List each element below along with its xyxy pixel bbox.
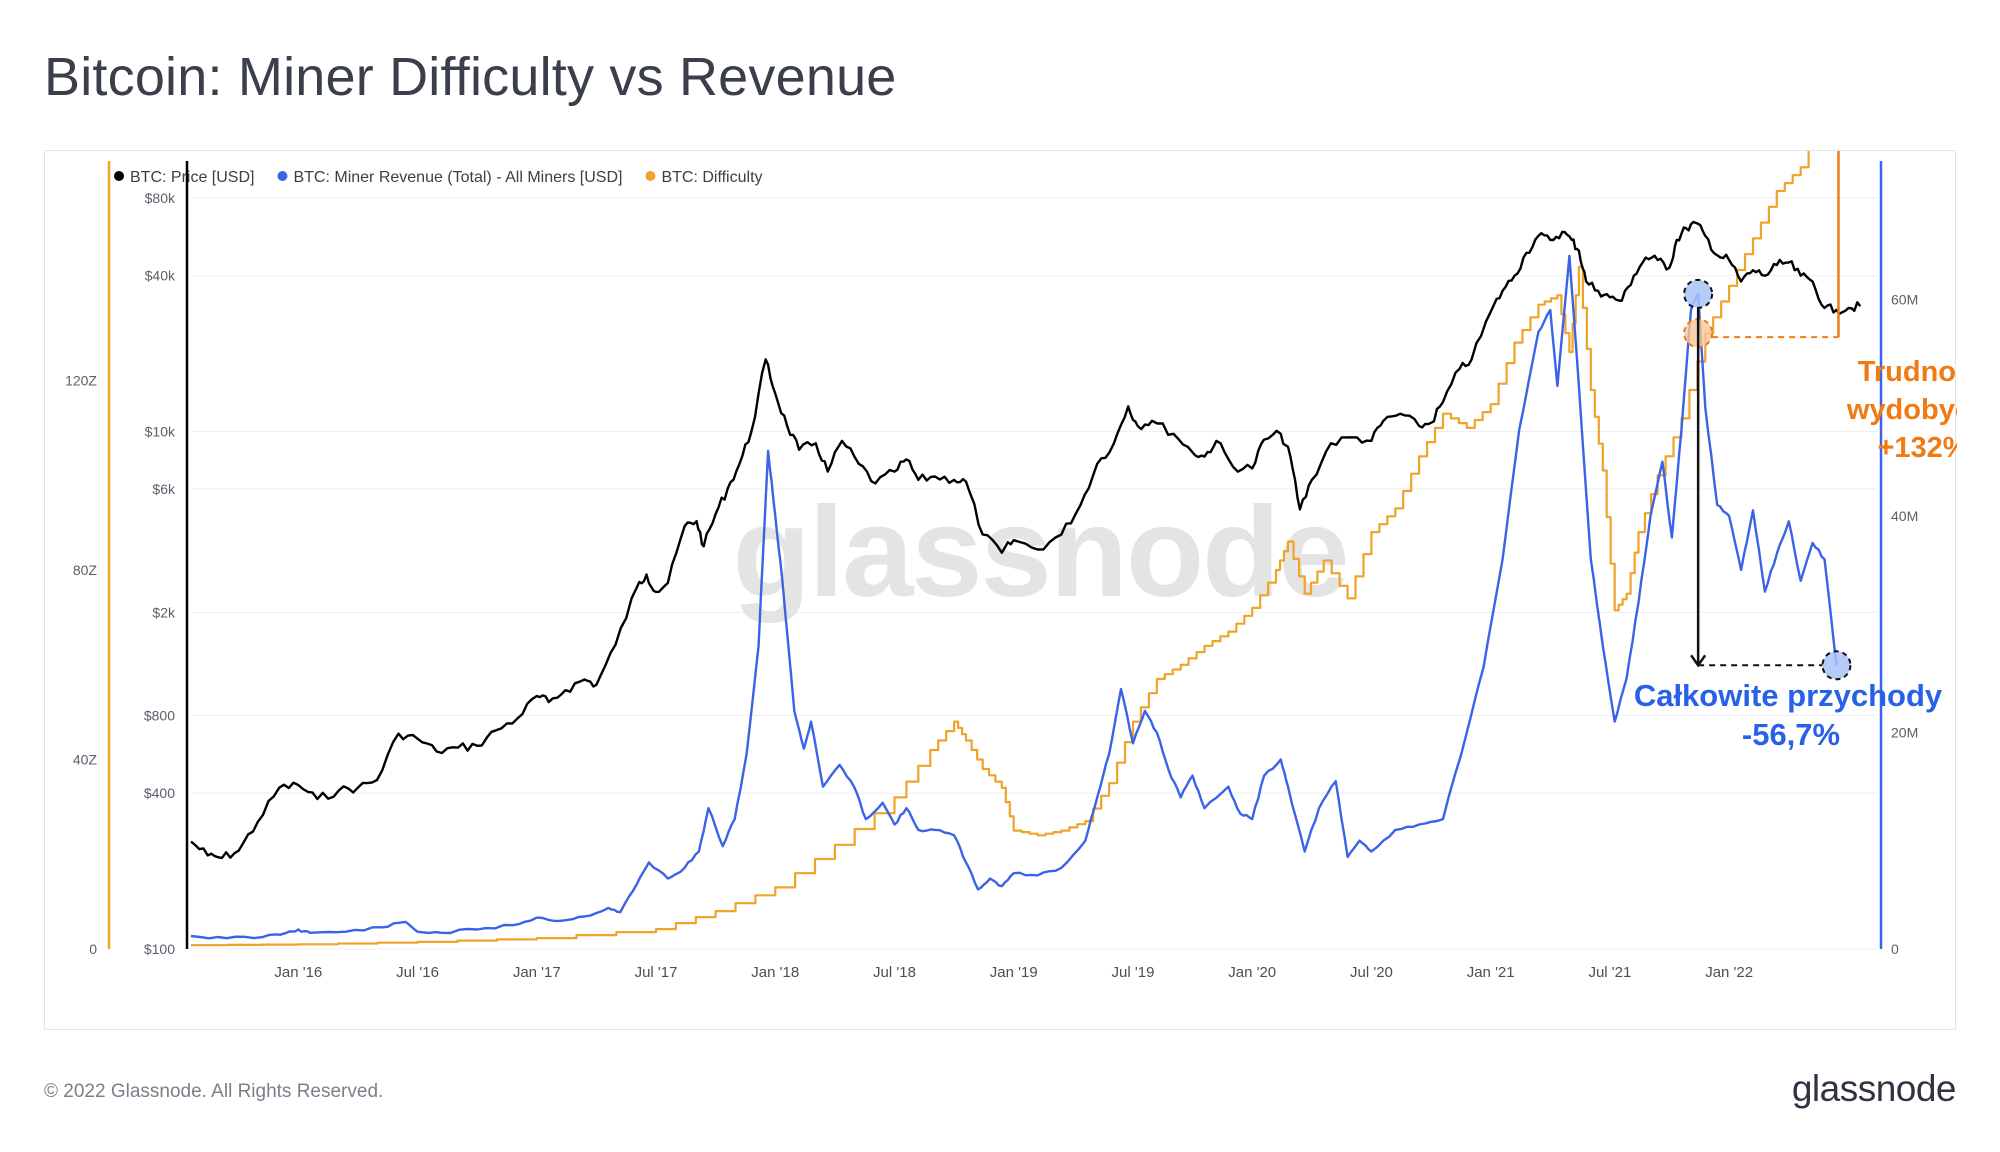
price-tick-5: $10k <box>145 423 176 439</box>
revenue-end-marker <box>1821 650 1852 681</box>
axes: 0 40Z 80Z 120Z $100 $400 $800 $2k $6k $10k $40k $80… <box>65 161 1918 981</box>
price-line <box>190 220 1862 860</box>
x-tick-11: Jul '21 <box>1588 964 1631 981</box>
difficulty-label-pct: +132% <box>1877 432 1957 464</box>
grid-lines <box>191 197 1877 950</box>
revenue-line <box>190 254 1838 940</box>
x-tick-6: Jan '19 <box>990 964 1038 981</box>
x-tick-10: Jan '21 <box>1467 964 1515 981</box>
x-tick-1: Jul '16 <box>396 964 439 981</box>
revenue-tick-3: 60M <box>1891 291 1918 307</box>
x-tick-4: Jan '18 <box>751 964 799 981</box>
legend: BTC: Price [USD] BTC: Miner Revenue (Tota… <box>114 169 763 186</box>
difficulty-tick-1: 40Z <box>73 752 98 768</box>
price-tick-7: $80k <box>145 190 176 206</box>
x-tick-3: Jul '17 <box>635 964 678 981</box>
difficulty-label-line2: wydobycia <box>1846 394 1957 426</box>
price-tick-1: $400 <box>144 785 175 801</box>
revenue-tick-0: 0 <box>1891 941 1899 957</box>
price-tick-6: $40k <box>145 268 176 284</box>
price-tick-2: $800 <box>144 707 175 723</box>
glassnode-logo: glassnode <box>1791 1068 1957 1109</box>
series-group <box>190 48 1862 947</box>
x-tick-7: Jul '19 <box>1112 964 1155 981</box>
price-tick-3: $2k <box>152 604 176 620</box>
legend-label-1[interactable]: BTC: Miner Revenue (Total) - All Miners … <box>293 169 622 186</box>
x-tick-12: Jan '22 <box>1705 964 1753 981</box>
annotations: Trudność wydobycia +132% Całkowite przychod… <box>1634 33 1996 752</box>
page-title: Bitcoin: Miner Difficulty vs Revenue <box>44 47 897 107</box>
legend-label-0[interactable]: BTC: Price [USD] <box>130 169 254 186</box>
difficulty-tick-3: 120Z <box>65 373 97 389</box>
legend-swatch-1[interactable] <box>277 171 288 181</box>
revenue-start-marker <box>1683 278 1714 309</box>
difficulty-tick-2: 80Z <box>73 562 98 578</box>
price-tick-0: $100 <box>144 941 175 957</box>
x-tick-5: Jul '18 <box>873 964 916 981</box>
legend-swatch-2[interactable] <box>645 171 656 181</box>
revenue-label-line1: Całkowite przychody <box>1634 678 1943 713</box>
difficulty-tick-0: 0 <box>89 941 97 957</box>
difficulty-label-line1: Trudność <box>1858 356 1957 388</box>
chart-panel: BTC: Price [USD] BTC: Miner Revenue (Tota… <box>44 33 1996 1030</box>
copyright-text: © 2022 Glassnode. All Rights Reserved. <box>44 1081 384 1102</box>
price-tick-4: $6k <box>152 481 176 497</box>
x-tick-2: Jan '17 <box>513 964 561 981</box>
revenue-tick-2: 40M <box>1891 508 1918 524</box>
revenue-label-pct: -56,7% <box>1742 717 1840 752</box>
chart-svg: BTC: Price [USD] BTC: Miner Revenue (Tota… <box>65 33 1996 981</box>
x-tick-9: Jul '20 <box>1350 964 1393 981</box>
x-tick-0: Jan '16 <box>274 964 322 981</box>
revenue-tick-1: 20M <box>1891 724 1918 740</box>
x-tick-8: Jan '20 <box>1228 964 1276 981</box>
watermark: glassnode <box>732 481 1347 624</box>
difficulty-line <box>191 48 1838 947</box>
legend-swatch-0[interactable] <box>114 171 124 181</box>
legend-label-2[interactable]: BTC: Difficulty <box>661 169 762 186</box>
